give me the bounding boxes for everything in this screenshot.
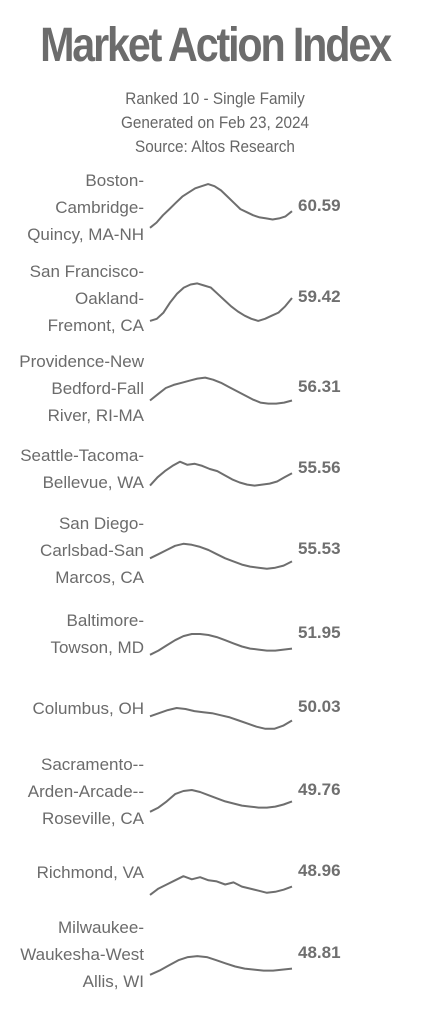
sparkline <box>149 707 293 730</box>
metro-row: Boston- Cambridge- Quincy, MA-NH 60.59 <box>0 162 430 252</box>
sparkline-series-line <box>149 376 293 405</box>
metro-row: San Diego- Carlsbad-San Marcos, CA 55.53 <box>0 505 430 595</box>
sparkline-series-line <box>149 955 293 976</box>
metro-name: San Diego- Carlsbad-San Marcos, CA <box>0 510 144 591</box>
metro-name-line: Carlsbad-San <box>40 540 144 560</box>
index-value: 55.53 <box>298 539 341 558</box>
metro-row: Richmond, VA 48.96 <box>0 827 430 917</box>
metro-name: Boston- Cambridge- Quincy, MA-NH <box>0 167 144 248</box>
subtitle-generated: Generated on Feb 23, 2024 <box>120 113 309 132</box>
metro-name: Milwaukee- Waukesha-West Allis, WI <box>0 914 144 995</box>
metro-name-line: Boston- <box>85 170 144 190</box>
metro-name: Seattle-Tacoma- Bellevue, WA <box>0 442 144 496</box>
sparkline <box>149 955 293 976</box>
metro-name-line: Baltimore- <box>66 611 144 630</box>
metro-row: Providence-New Bedford-Fall River, RI-MA 56… <box>0 343 430 433</box>
index-value: 50.03 <box>298 697 341 716</box>
metro-name: Baltimore- Towson, MD <box>0 607 144 661</box>
index-value: 60.59 <box>298 196 341 215</box>
metro-name-line: Richmond, VA <box>36 862 144 882</box>
sparkline <box>149 183 293 229</box>
metro-name: San Francisco- Oakland- Fremont, CA <box>0 258 144 339</box>
sparkline-series-line <box>149 460 293 487</box>
sparkline <box>149 633 293 656</box>
metro-name-line: Providence-New <box>19 351 144 371</box>
index-value: 56.31 <box>298 377 341 396</box>
metro-name-line: Columbus, OH <box>32 698 144 718</box>
metro-name: Richmond, VA <box>0 859 144 886</box>
subtitle-ranking: Ranked 10 - Single Family <box>125 89 305 108</box>
metro-name-line: Waukesha-West <box>20 944 144 964</box>
sparkline <box>149 460 293 487</box>
index-value: 55.56 <box>298 458 341 477</box>
sparkline-series-line <box>149 707 293 730</box>
metro-name-line: Quincy, MA-NH <box>27 224 144 244</box>
sparkline <box>149 376 293 405</box>
metro-name-line: River, RI-MA <box>47 405 144 425</box>
metro-name: Sacramento-- Arden-Arcade-- Roseville, CA <box>0 751 144 832</box>
sparkline <box>149 542 293 570</box>
sparkline-series-line <box>149 633 293 656</box>
sparkline <box>149 875 293 896</box>
index-value: 48.96 <box>298 861 341 880</box>
subtitle-source: Source: Altos Research <box>135 137 295 156</box>
index-value: 59.42 <box>298 287 341 306</box>
page-title: Market Action Index <box>40 19 392 72</box>
metro-name: Providence-New Bedford-Fall River, RI-MA <box>0 348 144 429</box>
sparkline-series-line <box>149 875 293 896</box>
metro-name-line: Seattle-Tacoma- <box>20 446 144 465</box>
index-value: 48.81 <box>298 943 341 962</box>
metro-row: Sacramento-- Arden-Arcade-- Roseville, CA 4… <box>0 746 430 836</box>
metro-name-line: San Francisco- <box>29 261 144 281</box>
metro-name-line: Fremont, CA <box>47 315 144 335</box>
sparkline <box>149 789 293 813</box>
metro-name-line: Oakland- <box>75 288 144 308</box>
metro-row: Milwaukee- Waukesha-West Allis, WI 48.81 <box>0 909 430 999</box>
metro-row: San Francisco- Oakland- Fremont, CA 59.42 <box>0 253 430 343</box>
sparkline <box>149 282 293 322</box>
index-value: 51.95 <box>298 623 341 642</box>
metro-row: Baltimore- Towson, MD 51.95 <box>0 589 430 679</box>
metro-row: Columbus, OH 50.03 <box>0 663 430 753</box>
metro-row: Seattle-Tacoma- Bellevue, WA 55.56 <box>0 424 430 514</box>
metro-name-line: Sacramento-- <box>41 754 144 774</box>
sparkline-series-line <box>149 183 293 229</box>
index-value: 49.76 <box>298 780 341 799</box>
metro-name-line: San Diego- <box>58 513 144 533</box>
metro-name-line: Arden-Arcade-- <box>27 781 144 801</box>
metro-name: Columbus, OH <box>0 695 144 722</box>
metro-name-line: Bellevue, WA <box>42 473 144 492</box>
metro-name-line: Towson, MD <box>50 638 144 657</box>
metro-name-line: Roseville, CA <box>41 808 144 828</box>
metro-name-line: Bedford-Fall <box>51 378 144 398</box>
metro-name-line: Allis, WI <box>82 971 144 991</box>
sparkline-series-line <box>149 282 293 322</box>
metro-name-line: Marcos, CA <box>55 567 144 587</box>
metro-name-line: Cambridge- <box>55 197 144 217</box>
sparkline-series-line <box>149 789 293 813</box>
metro-name-line: Milwaukee- <box>58 917 144 937</box>
sparkline-series-line <box>149 542 293 570</box>
